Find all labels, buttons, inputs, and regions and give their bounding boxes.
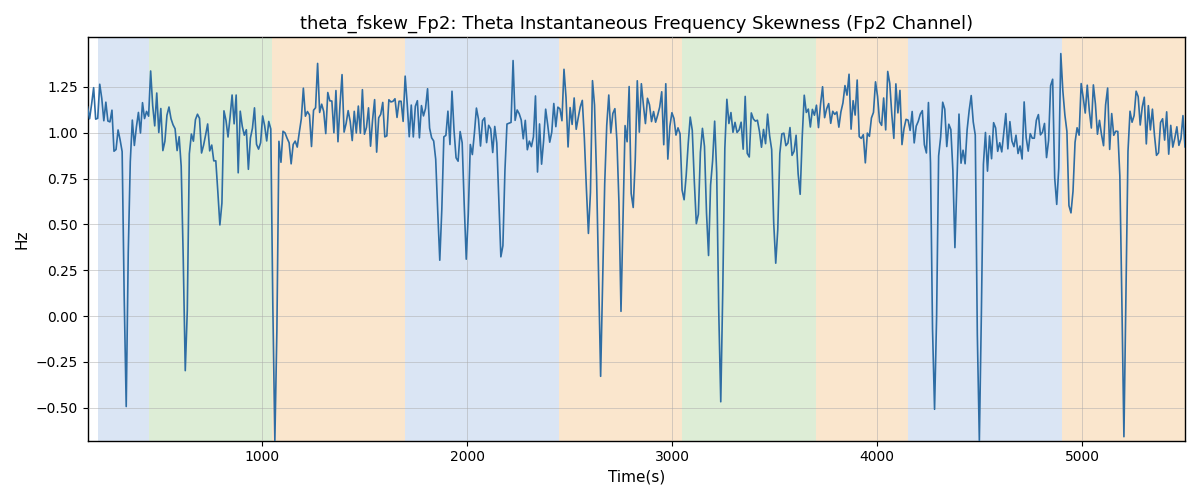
Bar [406, 38, 559, 440]
Title: theta_fskew_Fp2: Theta Instantaneous Frequency Skewness (Fp2 Channel): theta_fskew_Fp2: Theta Instantaneous Fre… [300, 15, 973, 34]
Bar [683, 38, 816, 440]
Bar [908, 38, 1062, 440]
Bar [97, 38, 149, 440]
Bar [559, 38, 683, 440]
X-axis label: Time(s): Time(s) [607, 470, 665, 485]
Bar [816, 38, 908, 440]
Bar [149, 38, 272, 440]
Bar [272, 38, 406, 440]
Bar [1062, 38, 1186, 440]
Y-axis label: Hz: Hz [14, 230, 30, 249]
